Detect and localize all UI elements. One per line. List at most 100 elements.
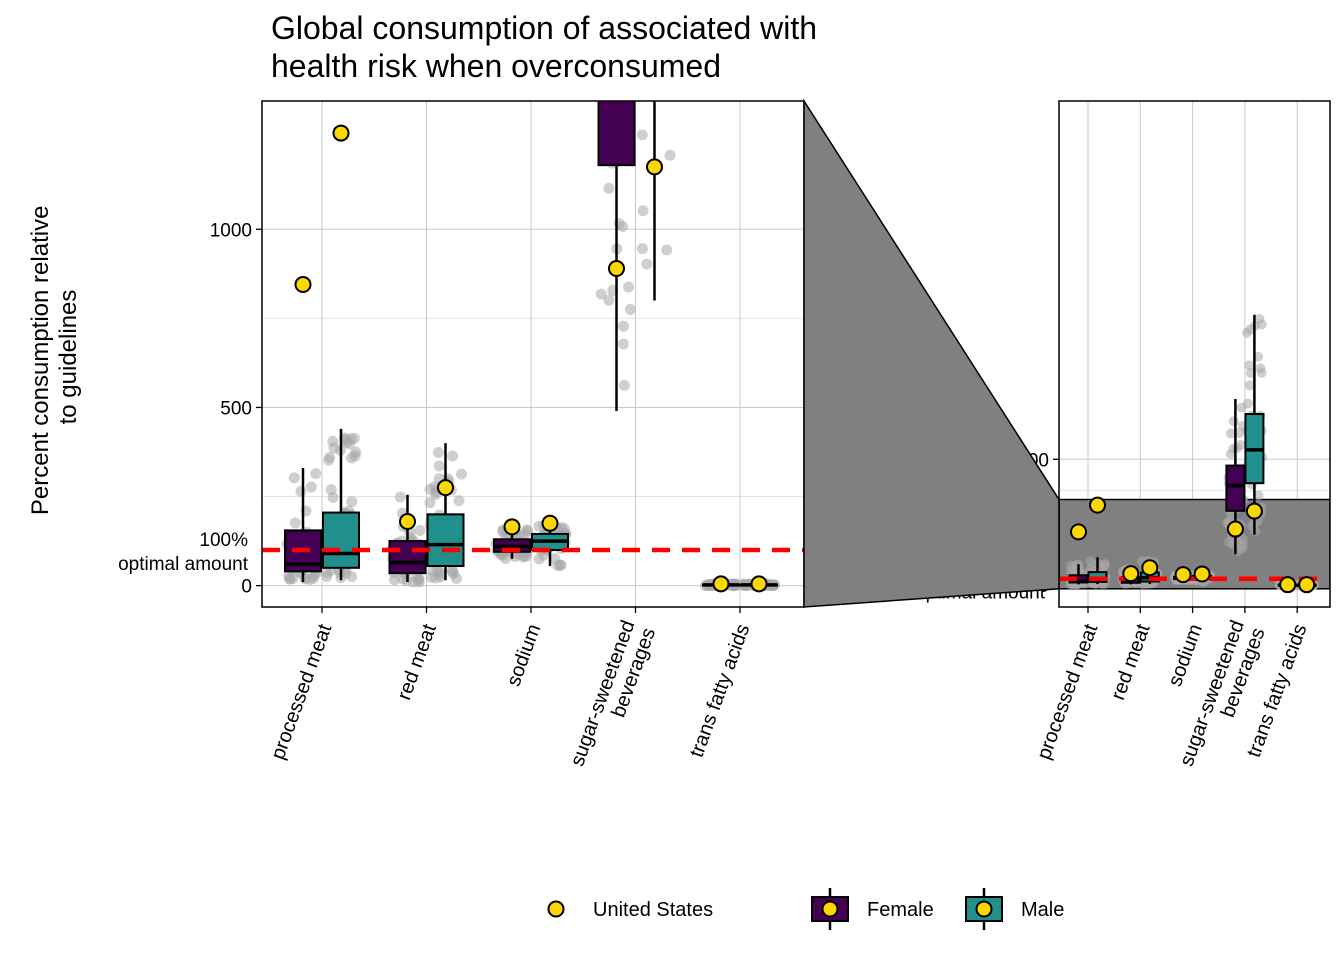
country-point [323,454,335,466]
country-point [603,294,615,306]
y-tick-label: 500 [220,398,252,419]
country-point [295,485,307,497]
x-tick-label: sugar-sweetenedbeverages [566,617,660,776]
us-point-female [712,575,730,593]
country-point [327,491,339,503]
panel-full: 050010002000100%optimal amountprocessed … [915,100,1331,769]
country-point [1225,448,1236,459]
legend-item-female: Female [811,888,934,930]
reference-line-label: 100% optimal amount [118,530,249,575]
country-point [340,567,352,579]
country-point [388,574,400,586]
x-tick-label-line: processed meat [1033,621,1102,763]
country-point [623,281,635,293]
panel-inner [1059,101,1330,607]
country-point [305,481,317,493]
us-point-female [1279,576,1297,594]
x-tick-label-line: trans fatty acids [686,621,755,760]
country-point [599,101,606,102]
country-point [1225,428,1236,439]
country-point [288,472,300,484]
country-point [600,83,611,94]
chart-title: Global consumption of associated with he… [271,10,826,84]
country-point [1242,398,1253,409]
y-tick-label: 0 [241,577,252,598]
country-point [289,517,301,529]
us-point-female [1122,565,1140,583]
country-point [643,101,650,102]
country-point [612,0,623,6]
box-body [388,540,427,575]
x-tick-label: trans fatty acids [686,621,755,760]
country-point [349,450,361,462]
country-point [433,460,445,472]
chart-title-line-1: Global consumption of associated with [271,10,817,46]
x-tick-label-line: processed meat [267,621,336,763]
legend-label-male: Male [1021,899,1064,921]
country-point [664,149,676,161]
panel-border [1058,100,1331,608]
y-axis-label-line-2: to guidelines [55,290,82,425]
panel-inner [262,0,804,607]
country-point [1065,560,1076,571]
box-body [322,511,360,569]
country-point [1244,360,1255,371]
country-point [1228,539,1239,550]
country-point [641,258,653,270]
us-point-female [1226,520,1244,538]
country-point [618,338,630,350]
box-male-1 [426,443,465,581]
box-female-1 [388,494,427,583]
y-tick-label: 1000 [210,220,252,241]
y-axis-label: Percent consumption relative to guidelin… [27,199,82,515]
x-tick-label-line: sodium [1164,621,1207,689]
us-point-female [1070,523,1087,541]
x-tick-label: red meat [393,621,441,703]
country-point [624,303,636,315]
country-point [636,129,648,141]
country-point [636,243,648,255]
x-tick-label: sodium [503,621,546,689]
box-male-2 [531,525,569,567]
us-point-female [608,259,625,277]
us-point-female [294,276,312,294]
reference-label-line: optimal amount [118,554,249,575]
country-point [414,525,426,537]
us-point-male [750,575,768,593]
x-tick-label: processed meat [267,621,336,763]
country-point [617,320,629,332]
us-point-male [437,479,454,497]
country-point [283,570,295,582]
us-point-male [1089,496,1106,514]
reference-label-line: 100% [199,530,248,551]
box-body [426,513,465,568]
country-point [424,483,436,495]
x-tick-label: processed meat [1033,621,1102,763]
country-point [1244,380,1255,391]
country-point [304,573,316,585]
country-point [533,553,545,565]
box-male-0 [322,428,360,581]
country-point [1253,490,1264,501]
legend-item-male: Male [965,888,1064,930]
country-point [310,468,322,480]
country-point [595,288,607,300]
country-point [617,221,629,233]
x-tick-label: red meat [1107,621,1155,703]
box-body [637,0,673,8]
country-point [424,497,436,509]
country-point [447,450,459,462]
country-point [518,528,530,540]
country-point [618,379,630,391]
country-point [1234,427,1245,438]
us-point-female [503,518,521,536]
country-point [1085,556,1096,567]
box-body [1225,464,1246,512]
country-point [407,576,419,588]
country-point [446,565,458,577]
country-point [394,491,406,503]
us-point-male [332,124,350,142]
legend-item-us: United States [547,899,713,921]
country-point [346,496,358,508]
